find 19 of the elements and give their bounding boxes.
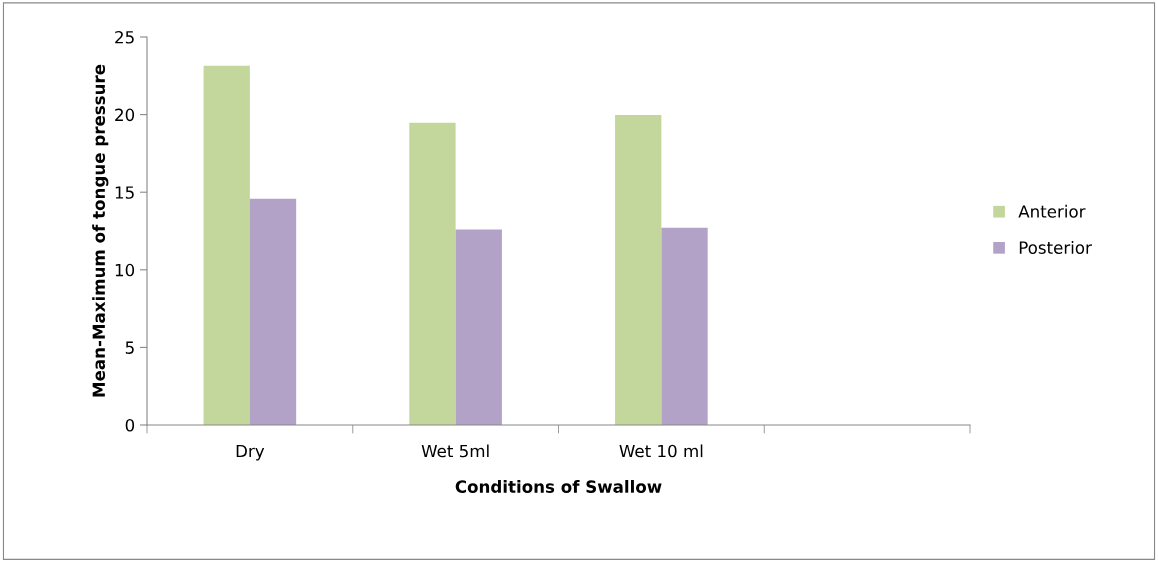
legend-label: Posterior: [1019, 241, 1092, 254]
bar: [203, 65, 250, 425]
legend-label: Anterior: [1018, 204, 1086, 218]
bar: [409, 122, 456, 425]
x-axis-title: Conditions of Swallow: [455, 480, 662, 493]
x-tick-label: Wet 5ml: [421, 444, 489, 458]
y-axis-title: Mean-Maximum of tongue pressure: [92, 64, 109, 397]
bar: [615, 115, 662, 425]
y-tick-label: 10: [115, 263, 135, 277]
bar: [661, 227, 708, 425]
y-tick-label: 15: [115, 186, 134, 199]
y-tick-label: 25: [115, 30, 134, 44]
x-tick-label: Wet 10 ml: [619, 444, 703, 458]
x-tick-label: Dry: [236, 444, 265, 461]
bar: [249, 198, 297, 425]
y-tick-label: 0: [125, 418, 135, 432]
y-tick-label: 5: [125, 341, 134, 354]
bar: [455, 229, 502, 425]
y-tick-label: 20: [115, 108, 135, 122]
